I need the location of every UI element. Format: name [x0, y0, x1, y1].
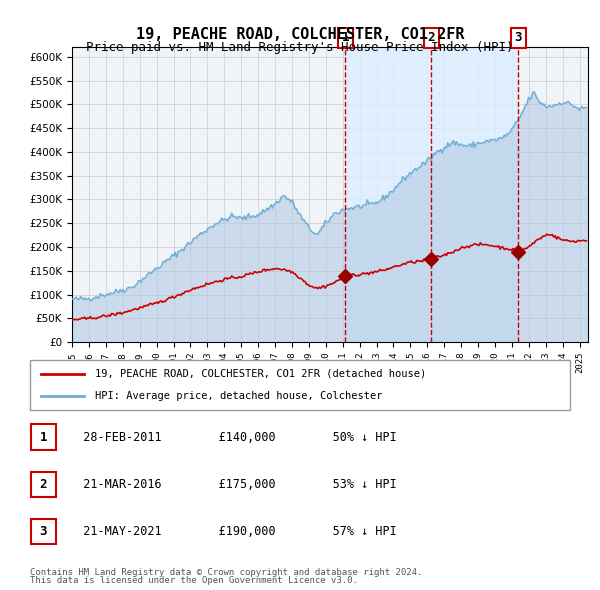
Text: 1: 1 — [341, 31, 349, 44]
Text: 3: 3 — [40, 525, 47, 538]
FancyBboxPatch shape — [31, 424, 56, 450]
FancyBboxPatch shape — [30, 360, 570, 410]
Text: HPI: Average price, detached house, Colchester: HPI: Average price, detached house, Colc… — [95, 391, 382, 401]
Text: 21-MAR-2016        £175,000        53% ↓ HPI: 21-MAR-2016 £175,000 53% ↓ HPI — [69, 478, 397, 491]
Text: This data is licensed under the Open Government Licence v3.0.: This data is licensed under the Open Gov… — [30, 576, 358, 585]
FancyBboxPatch shape — [31, 471, 56, 497]
Text: 1: 1 — [40, 431, 47, 444]
Bar — [346, 47, 518, 342]
Text: 21-MAY-2021        £190,000        57% ↓ HPI: 21-MAY-2021 £190,000 57% ↓ HPI — [69, 525, 397, 538]
Text: Price paid vs. HM Land Registry's House Price Index (HPI): Price paid vs. HM Land Registry's House … — [86, 41, 514, 54]
Text: 19, PEACHE ROAD, COLCHESTER, CO1 2FR (detached house): 19, PEACHE ROAD, COLCHESTER, CO1 2FR (de… — [95, 369, 426, 379]
Text: 3: 3 — [515, 31, 522, 44]
FancyBboxPatch shape — [31, 519, 56, 545]
Text: 28-FEB-2011        £140,000        50% ↓ HPI: 28-FEB-2011 £140,000 50% ↓ HPI — [69, 431, 397, 444]
Text: 19, PEACHE ROAD, COLCHESTER, CO1 2FR: 19, PEACHE ROAD, COLCHESTER, CO1 2FR — [136, 27, 464, 41]
Text: Contains HM Land Registry data © Crown copyright and database right 2024.: Contains HM Land Registry data © Crown c… — [30, 568, 422, 577]
Text: 2: 2 — [427, 31, 435, 44]
Text: 2: 2 — [40, 478, 47, 491]
